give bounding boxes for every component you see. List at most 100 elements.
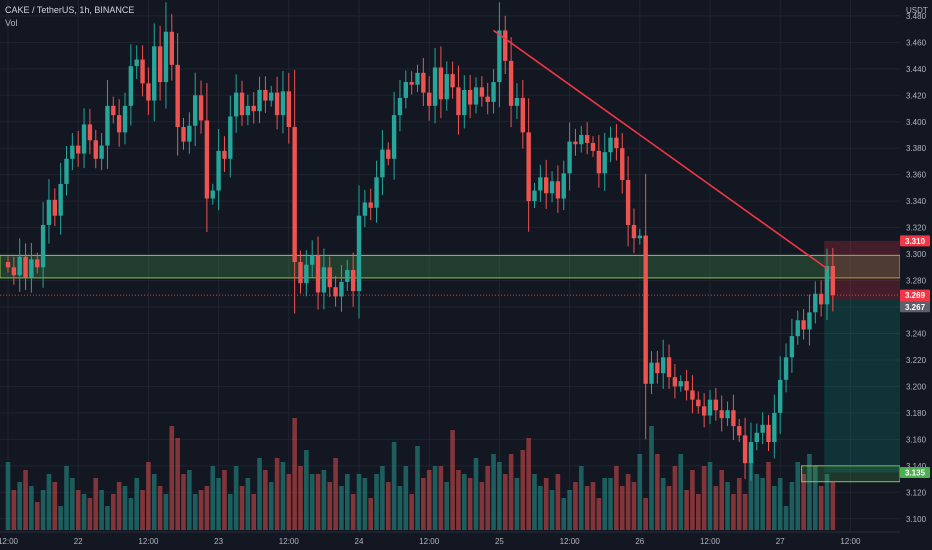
time-tick-label: 25 bbox=[495, 537, 504, 546]
volume-bar bbox=[748, 462, 754, 530]
volume-bar bbox=[116, 482, 122, 530]
volume-bar bbox=[579, 466, 584, 530]
price-tick-label: 3.460 bbox=[906, 38, 927, 47]
candle-body bbox=[345, 269, 350, 282]
volume-bar bbox=[467, 478, 473, 530]
volume-bar bbox=[526, 438, 531, 530]
candle-body bbox=[333, 287, 338, 297]
candle-body bbox=[520, 97, 525, 133]
volume-bar bbox=[169, 426, 175, 530]
price-tick-label: 3.180 bbox=[906, 409, 927, 418]
price-tick-label: 3.140 bbox=[906, 462, 927, 471]
volume-bar bbox=[391, 442, 397, 530]
volume-bar bbox=[181, 474, 186, 530]
volume-indicator-label[interactable]: Vol bbox=[5, 18, 18, 28]
volume-bar bbox=[46, 474, 52, 530]
volume-bar bbox=[409, 494, 414, 530]
volume-bar bbox=[75, 490, 81, 530]
volume-bar bbox=[532, 474, 537, 530]
volume-bar bbox=[251, 494, 256, 530]
last-price-bg bbox=[900, 301, 930, 313]
candle-body bbox=[766, 424, 771, 443]
candle-body bbox=[152, 46, 157, 101]
time-axis[interactable]: 12:00 22 12:00 23 12:00 24 12:00 25 12:00 26 12:00… bbox=[0, 531, 900, 550]
candle-body bbox=[549, 181, 555, 194]
volume-bar bbox=[678, 454, 684, 530]
candle-body bbox=[157, 46, 163, 83]
candle-body bbox=[427, 92, 432, 106]
time-axis-bg bbox=[0, 532, 900, 550]
volume-bar bbox=[725, 482, 730, 530]
candle-body bbox=[596, 150, 602, 174]
price-tick-label: 3.160 bbox=[906, 435, 927, 444]
volume-bar bbox=[23, 470, 28, 530]
volume-bar bbox=[485, 466, 490, 530]
volume-bar bbox=[105, 506, 110, 530]
price-tick-label: 3.380 bbox=[906, 144, 927, 153]
volume-bar bbox=[637, 454, 643, 530]
volume-bar bbox=[438, 466, 444, 530]
volume-bar bbox=[128, 498, 134, 530]
candle-body bbox=[696, 399, 701, 407]
volume-bar bbox=[777, 478, 783, 530]
candle-body bbox=[783, 357, 789, 380]
candle-body bbox=[403, 82, 408, 98]
candle-body bbox=[40, 224, 46, 268]
volume-bar bbox=[216, 478, 221, 530]
volume-bar bbox=[245, 478, 251, 530]
volume-bar bbox=[538, 486, 543, 530]
price-tick-label: 3.360 bbox=[906, 171, 927, 180]
candle-body bbox=[52, 199, 57, 216]
time-tick-label: 26 bbox=[635, 537, 644, 546]
stop-price-label-bg bbox=[900, 235, 930, 247]
candle-body bbox=[778, 379, 783, 413]
candle-body bbox=[46, 199, 52, 225]
candle-body bbox=[590, 142, 596, 151]
candle-body bbox=[485, 96, 490, 102]
volume-bar bbox=[590, 482, 596, 530]
volume-bar bbox=[795, 462, 801, 530]
candle-body bbox=[737, 426, 742, 436]
symbol-title[interactable]: CAKE / TetherUS, 1h, BINANCE bbox=[5, 5, 135, 15]
volume-bar bbox=[93, 478, 99, 530]
volume-bars bbox=[5, 418, 836, 530]
price-tick-label: 3.340 bbox=[906, 197, 927, 206]
target-price-label-bg bbox=[900, 466, 930, 478]
candle-body bbox=[64, 158, 69, 184]
volume-bar bbox=[789, 482, 795, 530]
candle-body bbox=[830, 266, 836, 296]
candle-body bbox=[339, 281, 344, 297]
candle-body bbox=[163, 31, 169, 83]
candle-body bbox=[532, 190, 537, 202]
volume-bar bbox=[473, 458, 479, 530]
candle-body bbox=[263, 89, 268, 101]
volume-bar bbox=[567, 490, 572, 530]
volume-bar bbox=[426, 470, 432, 530]
candle-body bbox=[672, 377, 678, 387]
price-tick-label: 3.240 bbox=[906, 329, 927, 338]
volume-bar bbox=[719, 470, 724, 530]
price-tick-label: 3.200 bbox=[906, 382, 927, 391]
candle-body bbox=[432, 67, 438, 106]
zones bbox=[0, 240, 901, 483]
candle-body bbox=[450, 74, 455, 88]
candle-body bbox=[631, 224, 637, 239]
price-tick-label: 3.300 bbox=[906, 250, 927, 259]
volume-bar bbox=[257, 458, 262, 530]
candle-body bbox=[228, 116, 233, 159]
price-axis-bg bbox=[900, 0, 932, 550]
volume-bar bbox=[549, 490, 555, 530]
candle-body bbox=[391, 115, 397, 159]
volume-bar bbox=[742, 494, 748, 530]
volume-bar bbox=[228, 494, 233, 530]
volume-bar bbox=[134, 478, 139, 530]
candle-body bbox=[789, 336, 795, 358]
volume-bar bbox=[339, 486, 344, 530]
volume-bar bbox=[362, 478, 368, 530]
candle-body bbox=[122, 105, 128, 133]
volume-bar bbox=[666, 486, 672, 530]
volume-bar bbox=[321, 470, 327, 530]
candle-body bbox=[801, 320, 806, 330]
